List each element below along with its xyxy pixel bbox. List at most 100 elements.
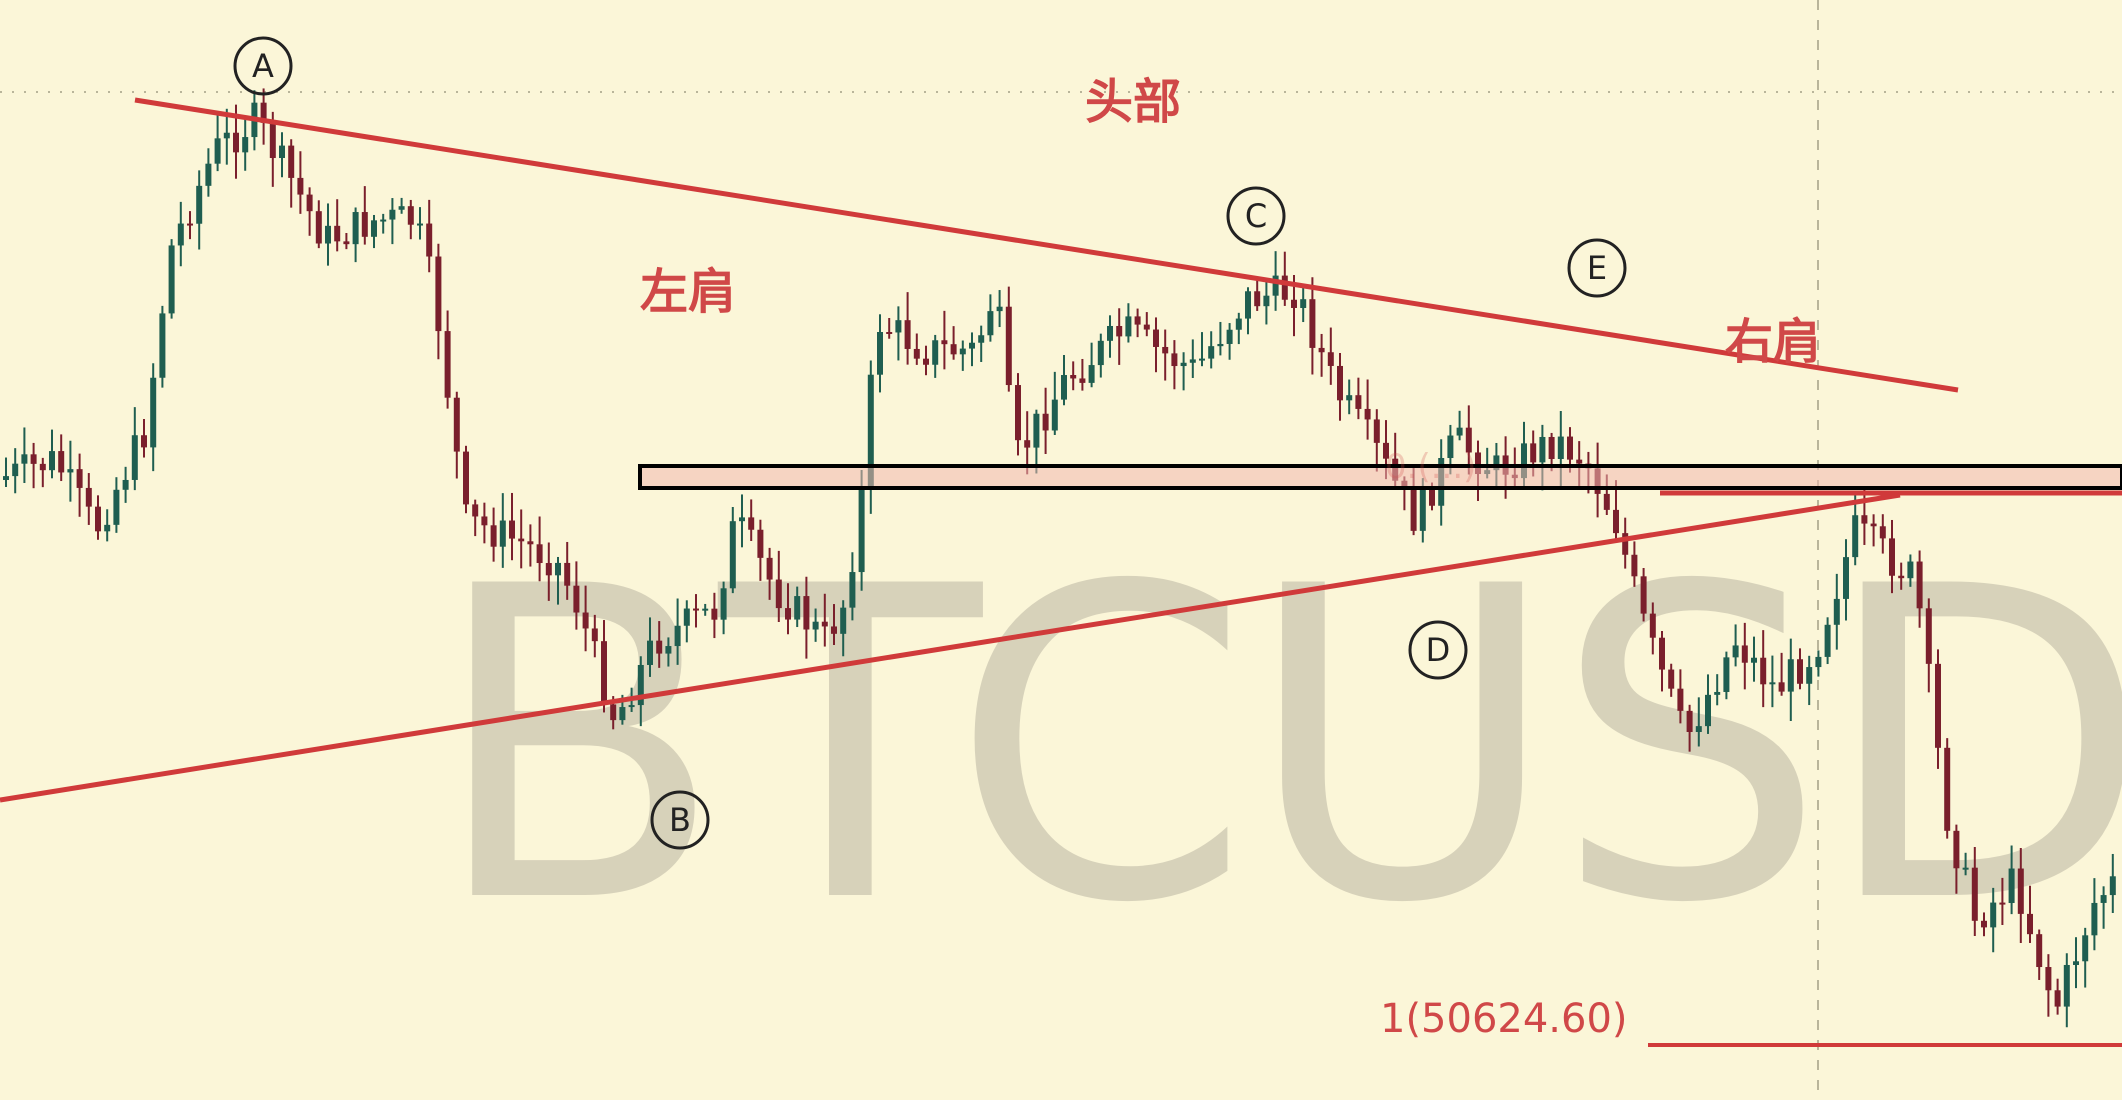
candle — [775, 550, 782, 623]
candle-body — [1493, 455, 1500, 471]
candle-body — [1373, 419, 1380, 443]
candle-body — [656, 640, 663, 654]
candle — [1870, 514, 1877, 547]
left-shoulder-label: 左肩 — [640, 264, 736, 320]
candle-body — [315, 211, 322, 244]
candle-body — [1981, 920, 1987, 928]
candle-body — [536, 544, 543, 564]
candle — [334, 199, 341, 252]
candle — [499, 493, 506, 568]
candle-body — [214, 138, 221, 164]
candle-body — [499, 520, 506, 547]
candle-body — [95, 506, 101, 532]
candle — [2109, 853, 2116, 914]
candle-body — [1778, 682, 1785, 692]
candle-body — [1143, 324, 1150, 330]
candle — [260, 88, 267, 145]
candle-body — [1189, 359, 1196, 363]
candle — [453, 391, 460, 479]
candle-body — [205, 163, 212, 186]
candle-body — [923, 358, 929, 365]
candle — [1217, 321, 1224, 356]
candle-body — [1134, 316, 1141, 325]
candle-body — [1751, 657, 1757, 663]
candle-body — [996, 306, 1003, 312]
candle — [1364, 379, 1371, 440]
candle-body — [343, 241, 350, 245]
candle-body — [1162, 346, 1169, 354]
candle-body — [1199, 358, 1205, 361]
candle-body — [1530, 443, 1537, 463]
candle-body — [242, 137, 249, 153]
candle-body — [2017, 868, 2024, 914]
candle-body — [1898, 575, 1905, 579]
candle-body — [1079, 378, 1086, 383]
wave-label-c: C — [1226, 186, 1286, 246]
candle — [2045, 954, 2052, 1017]
candle-body — [637, 664, 644, 706]
wave-label-text: B — [669, 801, 691, 839]
candle — [1640, 567, 1647, 622]
candle-body — [269, 122, 276, 159]
candle — [509, 492, 515, 561]
candle — [1879, 514, 1886, 554]
candle-body — [1208, 346, 1215, 359]
candle-body — [895, 320, 902, 333]
candle-body — [1613, 509, 1619, 534]
candle — [104, 509, 111, 542]
candle-body — [591, 628, 598, 642]
candle-body — [417, 223, 423, 226]
candle — [122, 466, 129, 503]
candle — [1769, 655, 1776, 708]
candle — [821, 593, 828, 647]
wave-label-a: A — [233, 36, 293, 96]
candle-body — [1217, 343, 1224, 347]
candle-body — [913, 348, 920, 359]
candle — [1824, 617, 1831, 665]
candle — [1346, 379, 1353, 415]
candle — [831, 604, 837, 646]
candle — [1235, 312, 1242, 345]
candle — [996, 290, 1003, 328]
candle-body — [2109, 876, 2116, 896]
candle — [1622, 517, 1629, 569]
candle-body — [1861, 515, 1868, 524]
candle-body — [1925, 608, 1932, 664]
candle-body — [1557, 436, 1564, 459]
candle-body — [877, 332, 883, 375]
candle-body — [1677, 688, 1684, 711]
candle — [1355, 377, 1362, 420]
candle — [1695, 697, 1702, 747]
fib-level-label: 1(50624.60) — [1380, 996, 1628, 1042]
candle-body — [1410, 486, 1417, 531]
candle — [1898, 562, 1905, 590]
candle-body — [849, 572, 856, 608]
candle — [1833, 573, 1840, 650]
candle — [131, 407, 138, 491]
candle-body — [1870, 523, 1877, 527]
candle-body — [1603, 493, 1610, 510]
candle-body — [527, 541, 534, 545]
candle-body — [21, 454, 28, 464]
candle — [1061, 355, 1067, 406]
candle — [1631, 541, 1638, 587]
candle — [1300, 287, 1307, 323]
candle-body — [39, 463, 46, 471]
candle-body — [1318, 347, 1325, 353]
candle — [1741, 622, 1748, 690]
candle — [168, 239, 175, 319]
candle-body — [334, 225, 341, 242]
candle — [3, 457, 9, 488]
candle — [214, 115, 221, 172]
candle — [435, 243, 442, 360]
candle-body — [1171, 353, 1178, 367]
candle-body — [619, 707, 626, 721]
candle — [306, 187, 313, 236]
candle — [1613, 480, 1619, 541]
candle — [380, 213, 387, 234]
candle — [49, 429, 55, 479]
candle — [1116, 308, 1123, 365]
candle-body — [1263, 295, 1270, 307]
candle-body — [12, 463, 19, 477]
candle — [76, 453, 83, 517]
